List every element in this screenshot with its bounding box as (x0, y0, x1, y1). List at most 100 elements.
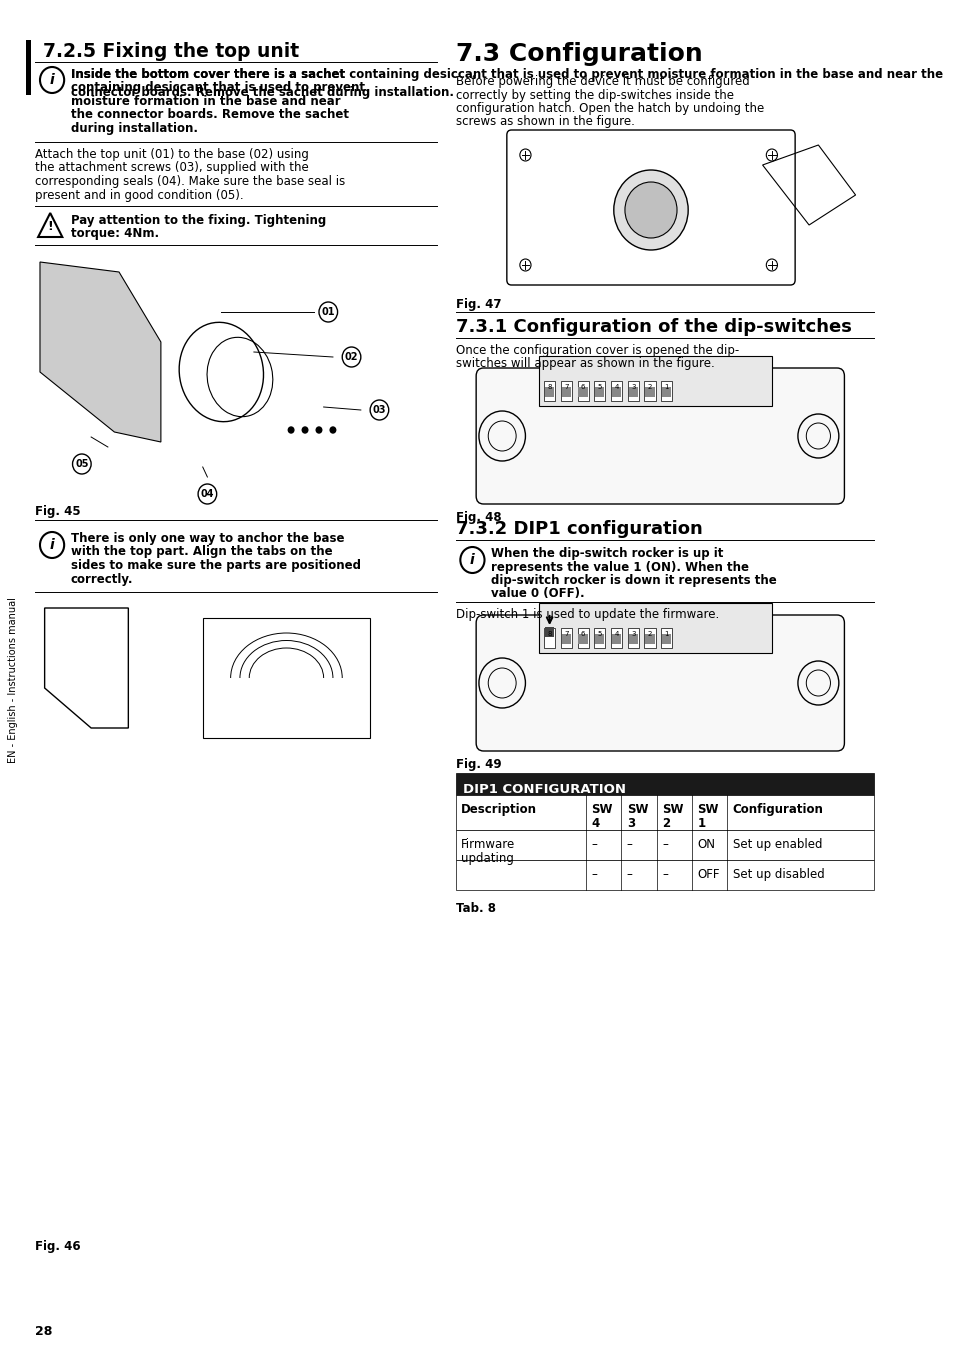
Bar (611, 634, 620, 645)
Bar (456, 830, 873, 860)
Circle shape (315, 427, 321, 433)
Text: Once the configuration cover is opened the dip-: Once the configuration cover is opened t… (456, 344, 739, 357)
Bar (577, 628, 588, 649)
Text: 2: 2 (647, 385, 652, 390)
Text: corresponding seals (04). Make sure the base seal is: corresponding seals (04). Make sure the … (35, 175, 345, 188)
Text: ON: ON (697, 838, 715, 852)
Text: sides to make sure the parts are positioned: sides to make sure the parts are positio… (71, 559, 360, 571)
Text: OFF: OFF (697, 868, 720, 881)
Bar (561, 387, 571, 397)
Text: present and in good condition (05).: present and in good condition (05). (35, 188, 244, 202)
Bar (661, 634, 671, 645)
Text: 2: 2 (661, 816, 670, 830)
Text: i: i (50, 73, 54, 87)
Bar (628, 634, 638, 645)
Circle shape (370, 399, 388, 420)
Text: 2: 2 (647, 631, 652, 636)
Text: 5: 5 (597, 631, 601, 636)
Text: 01: 01 (321, 307, 335, 317)
Text: 7.3 Configuration: 7.3 Configuration (456, 42, 701, 66)
Text: 02: 02 (344, 352, 358, 362)
Text: the connector boards. Remove the sachet: the connector boards. Remove the sachet (71, 108, 348, 122)
Text: 7.3.2 DIP1 configuration: 7.3.2 DIP1 configuration (456, 520, 701, 538)
Text: moisture formation in the base and near: moisture formation in the base and near (71, 95, 340, 108)
Text: 1: 1 (664, 385, 668, 390)
Text: 3: 3 (626, 816, 635, 830)
Text: Dip-switch 1 is used to update the firmware.: Dip-switch 1 is used to update the firmw… (456, 608, 719, 621)
Text: Description: Description (461, 803, 537, 816)
Text: EN - English - Instructions manual: EN - English - Instructions manual (8, 597, 18, 762)
Text: screws as shown in the figure.: screws as shown in the figure. (456, 115, 634, 129)
Bar (578, 634, 587, 645)
Text: –: – (591, 838, 597, 852)
Text: i: i (50, 538, 54, 552)
Text: 4: 4 (614, 631, 618, 636)
Text: correctly by setting the dip-switches inside the: correctly by setting the dip-switches in… (456, 88, 733, 102)
Text: with the top part. Align the tabs on the: with the top part. Align the tabs on the (71, 546, 332, 558)
Text: the attachment screws (03), supplied with the: the attachment screws (03), supplied wit… (35, 161, 309, 175)
Polygon shape (40, 263, 161, 441)
Bar (577, 380, 588, 401)
Text: 8: 8 (547, 631, 551, 636)
Circle shape (72, 454, 91, 474)
Bar (628, 387, 638, 397)
Text: –: – (661, 838, 667, 852)
Text: 4: 4 (614, 385, 618, 390)
Circle shape (613, 171, 687, 250)
Text: Attach the top unit (01) to the base (02) using: Attach the top unit (01) to the base (02… (35, 148, 309, 161)
Bar (456, 795, 873, 830)
Text: 7: 7 (563, 631, 568, 636)
Circle shape (330, 427, 335, 433)
Text: 3: 3 (630, 385, 635, 390)
Text: !: ! (48, 221, 53, 233)
Text: 6: 6 (580, 385, 585, 390)
Text: 03: 03 (373, 405, 386, 414)
Text: Pay attention to the fixing. Tightening: Pay attention to the fixing. Tightening (71, 214, 326, 227)
Text: Set up enabled: Set up enabled (732, 838, 821, 852)
Text: SW: SW (661, 803, 683, 816)
Text: Tab. 8: Tab. 8 (456, 902, 496, 915)
Text: 4: 4 (591, 816, 599, 830)
Circle shape (318, 302, 337, 322)
Text: updating: updating (461, 852, 514, 865)
Bar (645, 634, 654, 645)
Text: When the dip-switch rocker is up it: When the dip-switch rocker is up it (491, 547, 722, 561)
Bar (627, 380, 639, 401)
Text: dip-switch rocker is down it represents the: dip-switch rocker is down it represents … (491, 574, 776, 588)
Bar (456, 773, 873, 795)
Text: 7.3.1 Configuration of the dip-switches: 7.3.1 Configuration of the dip-switches (456, 318, 851, 336)
Bar (644, 628, 655, 649)
Bar (660, 628, 672, 649)
Text: Inside the bottom cover there is a sachet containing desiccant that is used to p: Inside the bottom cover there is a sache… (71, 68, 942, 99)
Text: containing desiccant that is used to prevent: containing desiccant that is used to pre… (71, 81, 364, 95)
Text: –: – (626, 838, 632, 852)
Text: i: i (470, 552, 475, 567)
Text: correctly.: correctly. (71, 573, 133, 585)
Text: Fig. 47: Fig. 47 (456, 298, 500, 311)
Text: SW: SW (697, 803, 719, 816)
Text: during installation.: during installation. (71, 122, 197, 135)
Text: value 0 (OFF).: value 0 (OFF). (491, 588, 584, 601)
Bar (595, 634, 604, 645)
Text: Before powering the device it must be configured: Before powering the device it must be co… (456, 74, 749, 88)
Text: 1: 1 (664, 631, 668, 636)
Bar (203, 617, 370, 738)
Text: Set up disabled: Set up disabled (732, 868, 823, 881)
Text: switches will appear as shown in the figure.: switches will appear as shown in the fig… (456, 357, 714, 371)
Text: Fig. 46: Fig. 46 (35, 1240, 81, 1252)
Bar (544, 387, 554, 397)
Text: Fig. 48: Fig. 48 (456, 510, 500, 524)
Text: –: – (591, 868, 597, 881)
FancyBboxPatch shape (476, 615, 843, 751)
Bar (560, 628, 572, 649)
Bar (594, 380, 605, 401)
Bar (661, 387, 671, 397)
Bar (561, 634, 571, 645)
Text: Fig. 49: Fig. 49 (456, 758, 500, 770)
Text: Firmware: Firmware (461, 838, 515, 852)
Text: SW: SW (591, 803, 613, 816)
Bar (543, 380, 555, 401)
Text: Inside the bottom cover there is a sachet: Inside the bottom cover there is a sache… (71, 68, 344, 81)
Bar (560, 380, 572, 401)
Text: –: – (626, 868, 632, 881)
